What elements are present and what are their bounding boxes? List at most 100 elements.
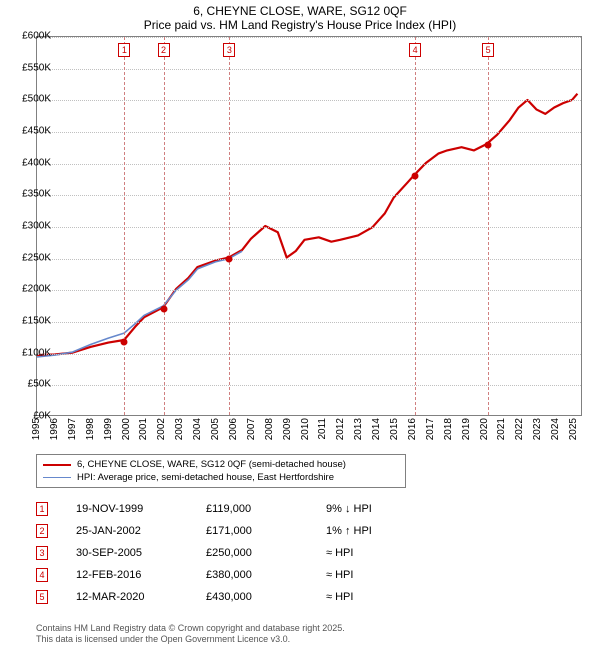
- sales-marker: 3: [36, 546, 48, 560]
- chart-svg: [37, 37, 581, 415]
- sales-row: 512-MAR-2020£430,000≈ HPI: [36, 586, 372, 608]
- x-axis-label: 2008: [264, 418, 275, 440]
- sales-price: £380,000: [206, 569, 326, 581]
- x-axis-label: 1996: [49, 418, 60, 440]
- sales-marker: 2: [36, 524, 48, 538]
- x-axis-label: 2001: [138, 418, 149, 440]
- sales-diff: ≈ HPI: [326, 569, 353, 581]
- gridline-h: [37, 227, 581, 228]
- sales-price: £119,000: [206, 503, 326, 515]
- event-line: [124, 37, 125, 415]
- gridline-h: [37, 37, 581, 38]
- x-axis-label: 2004: [192, 418, 203, 440]
- y-axis-label: £100K: [22, 347, 51, 358]
- x-axis-label: 2024: [550, 418, 561, 440]
- sales-diff: 1% ↑ HPI: [326, 525, 372, 537]
- gridline-h: [37, 385, 581, 386]
- x-axis-label: 2012: [335, 418, 346, 440]
- legend-label: HPI: Average price, semi-detached house,…: [77, 472, 334, 483]
- title-line2: Price paid vs. HM Land Registry's House …: [0, 18, 600, 32]
- y-axis-label: £600K: [22, 31, 51, 42]
- legend-swatch: [43, 464, 71, 466]
- sales-diff: ≈ HPI: [326, 547, 353, 559]
- sale-dot: [412, 173, 419, 180]
- gridline-h: [37, 290, 581, 291]
- x-axis-label: 2009: [282, 418, 293, 440]
- sale-dot: [226, 255, 233, 262]
- sale-dot: [485, 141, 492, 148]
- y-axis-label: £150K: [22, 316, 51, 327]
- sales-row: 330-SEP-2005£250,000≈ HPI: [36, 542, 372, 564]
- sales-date: 12-MAR-2020: [76, 591, 206, 603]
- event-marker: 5: [482, 43, 494, 57]
- title-line1: 6, CHEYNE CLOSE, WARE, SG12 0QF: [0, 4, 600, 18]
- gridline-h: [37, 322, 581, 323]
- event-marker: 4: [409, 43, 421, 57]
- y-axis-label: £550K: [22, 62, 51, 73]
- x-axis-label: 2006: [228, 418, 239, 440]
- footer-attribution: Contains HM Land Registry data © Crown c…: [36, 623, 345, 646]
- y-axis-label: £450K: [22, 126, 51, 137]
- x-axis-label: 2019: [461, 418, 472, 440]
- chart-title-block: 6, CHEYNE CLOSE, WARE, SG12 0QF Price pa…: [0, 0, 600, 34]
- chart-legend: 6, CHEYNE CLOSE, WARE, SG12 0QF (semi-de…: [36, 454, 406, 488]
- gridline-h: [37, 132, 581, 133]
- x-axis-label: 2022: [514, 418, 525, 440]
- x-axis-label: 2013: [353, 418, 364, 440]
- legend-row: 6, CHEYNE CLOSE, WARE, SG12 0QF (semi-de…: [43, 458, 399, 471]
- sales-row: 119-NOV-1999£119,0009% ↓ HPI: [36, 498, 372, 520]
- sales-date: 25-JAN-2002: [76, 525, 206, 537]
- sale-dot: [121, 338, 128, 345]
- legend-row: HPI: Average price, semi-detached house,…: [43, 471, 399, 484]
- legend-swatch: [43, 477, 71, 478]
- x-axis-label: 2023: [532, 418, 543, 440]
- chart-plot-area: 1 2 3 4 5: [36, 36, 582, 416]
- gridline-h: [37, 69, 581, 70]
- sales-table: 119-NOV-1999£119,0009% ↓ HPI225-JAN-2002…: [36, 498, 372, 608]
- legend-label: 6, CHEYNE CLOSE, WARE, SG12 0QF (semi-de…: [77, 459, 346, 470]
- event-marker: 3: [223, 43, 235, 57]
- sale-dot: [160, 305, 167, 312]
- x-axis-label: 2000: [121, 418, 132, 440]
- sales-row: 2 25-JAN-2002£171,0001% ↑ HPI: [36, 520, 372, 542]
- y-axis-label: £50K: [28, 379, 51, 390]
- sales-marker: 1: [36, 502, 48, 516]
- footer-line2: This data is licensed under the Open Gov…: [36, 634, 345, 646]
- x-axis-label: 2003: [174, 418, 185, 440]
- event-line: [164, 37, 165, 415]
- event-line: [415, 37, 416, 415]
- x-axis-label: 2015: [389, 418, 400, 440]
- x-axis-label: 2025: [568, 418, 579, 440]
- x-axis-label: 2021: [496, 418, 507, 440]
- x-axis-label: 2010: [300, 418, 311, 440]
- series-hpi: [37, 251, 242, 357]
- event-marker: 1: [118, 43, 130, 57]
- y-axis-label: £500K: [22, 94, 51, 105]
- y-axis-label: £400K: [22, 157, 51, 168]
- gridline-h: [37, 164, 581, 165]
- x-axis-label: 1998: [85, 418, 96, 440]
- sales-date: 19-NOV-1999: [76, 503, 206, 515]
- x-axis-label: 2018: [443, 418, 454, 440]
- sales-price: £171,000: [206, 525, 326, 537]
- x-axis-label: 1999: [103, 418, 114, 440]
- sales-row: 4 12-FEB-2016£380,000≈ HPI: [36, 564, 372, 586]
- x-axis-label: 2014: [371, 418, 382, 440]
- x-axis-label: 2007: [246, 418, 257, 440]
- x-axis-label: 2011: [317, 418, 328, 440]
- y-axis-label: £350K: [22, 189, 51, 200]
- sales-date: 12-FEB-2016: [76, 569, 206, 581]
- event-line: [229, 37, 230, 415]
- gridline-h: [37, 354, 581, 355]
- sales-price: £430,000: [206, 591, 326, 603]
- sales-price: £250,000: [206, 547, 326, 559]
- sales-marker: 5: [36, 590, 48, 604]
- event-marker: 2: [158, 43, 170, 57]
- x-axis-label: 2005: [210, 418, 221, 440]
- sales-marker: 4: [36, 568, 48, 582]
- x-axis-label: 2002: [156, 418, 167, 440]
- gridline-h: [37, 195, 581, 196]
- event-line: [488, 37, 489, 415]
- y-axis-label: £300K: [22, 221, 51, 232]
- x-axis-label: 2020: [479, 418, 490, 440]
